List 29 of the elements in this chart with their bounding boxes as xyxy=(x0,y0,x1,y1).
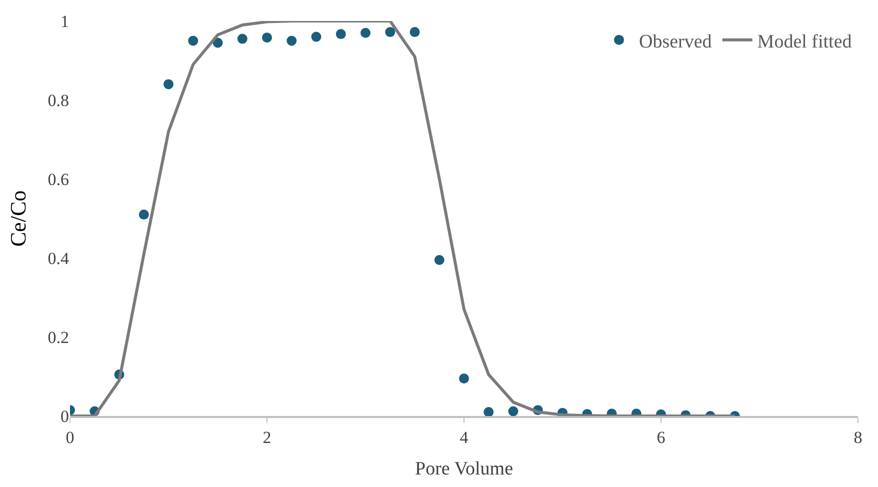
point xyxy=(508,406,518,416)
point xyxy=(237,34,248,44)
y-tick-label: 0.8 xyxy=(48,90,69,110)
point xyxy=(138,210,149,220)
point xyxy=(385,27,396,38)
point xyxy=(360,28,370,38)
point xyxy=(336,29,346,40)
y-tick-label: 0 xyxy=(60,406,69,426)
x-tick-label: 4 xyxy=(460,428,469,448)
y-axis-title: Ce/Co xyxy=(6,190,31,247)
point xyxy=(311,32,322,42)
point xyxy=(164,79,174,90)
x-tick-label: 8 xyxy=(854,428,862,448)
point xyxy=(410,27,420,38)
point xyxy=(286,36,297,46)
legend-label: Model fitted xyxy=(757,31,852,52)
x-tick-label: 2 xyxy=(262,428,272,448)
point xyxy=(434,254,444,265)
point xyxy=(459,373,469,384)
point xyxy=(484,407,494,416)
point xyxy=(262,32,272,43)
x-axis-title: Pore Volume xyxy=(415,458,513,480)
y-tick-label: 0.4 xyxy=(48,248,70,268)
y-tick-label: 0.6 xyxy=(48,170,69,189)
y-tick-label: 1 xyxy=(60,12,69,31)
x-tick-label: 6 xyxy=(656,428,666,448)
point xyxy=(188,36,198,46)
legend-label: Observed xyxy=(639,31,712,52)
y-tick-label: 0.2 xyxy=(48,328,69,347)
